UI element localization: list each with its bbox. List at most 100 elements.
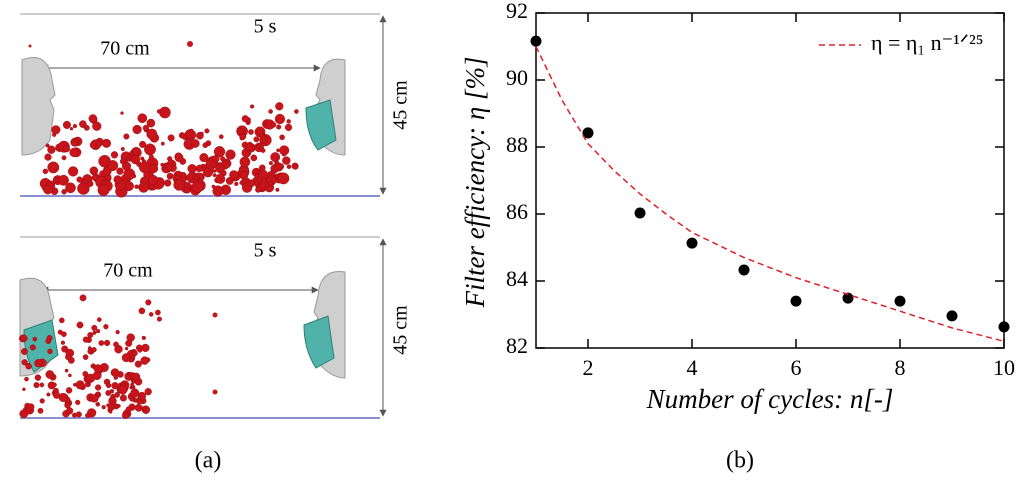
x-axis-label: Number of cycles: n[-] (646, 384, 894, 414)
particle (47, 161, 60, 174)
particle (131, 147, 139, 155)
particle (34, 359, 43, 368)
particle (51, 125, 61, 135)
data-point (582, 127, 594, 139)
particle (139, 140, 147, 148)
particle (121, 353, 131, 363)
particle (116, 167, 124, 175)
particle (274, 113, 286, 125)
particle (137, 113, 148, 123)
particle (86, 180, 94, 187)
particle (258, 169, 268, 180)
data-point (530, 35, 542, 47)
particle (279, 145, 290, 156)
particle (180, 172, 187, 178)
particle (146, 118, 156, 128)
particle (131, 174, 137, 179)
particle (130, 155, 141, 165)
particle (212, 389, 218, 395)
x-tick-label: 2 (583, 355, 594, 380)
particle (33, 382, 40, 389)
particle (65, 182, 76, 194)
data-point (842, 292, 854, 304)
particle (256, 143, 261, 149)
x-tick-label: 10 (993, 355, 1015, 380)
particle (123, 133, 130, 140)
particle (68, 373, 72, 378)
mask (303, 315, 335, 369)
particle (212, 312, 218, 318)
particle (45, 370, 55, 379)
particle (65, 354, 72, 361)
panel-b: Number of cycles: n[-] Filter efficiency… (460, 0, 1015, 474)
distance-label: 70 cm (103, 260, 153, 282)
particle (101, 138, 111, 148)
particle (134, 403, 143, 412)
y-tick-label: 84 (506, 266, 528, 291)
particle (164, 179, 172, 187)
particle (110, 368, 120, 377)
particle (268, 181, 273, 186)
particle (79, 120, 87, 128)
particle (87, 332, 94, 339)
x-tick-label: 4 (687, 355, 698, 380)
particle (225, 176, 234, 185)
particle (95, 401, 101, 407)
particle (89, 166, 99, 176)
particle (132, 124, 142, 135)
particle (21, 359, 28, 366)
y-tick-label: 82 (506, 333, 528, 358)
particle (212, 169, 217, 173)
particle (148, 175, 159, 186)
particle (182, 134, 188, 141)
particle (173, 179, 185, 191)
particle (141, 335, 146, 340)
particle (39, 398, 45, 404)
particle (97, 184, 110, 197)
particle (191, 180, 204, 193)
x-tick-label: 6 (791, 355, 802, 380)
particle (225, 149, 236, 160)
particle (109, 389, 115, 394)
particle (59, 317, 65, 324)
particle (61, 155, 67, 161)
particle (27, 403, 35, 411)
particle (91, 324, 98, 331)
particle (144, 388, 152, 396)
particle (52, 176, 60, 184)
particle (77, 182, 90, 195)
particle (134, 360, 142, 368)
particle (92, 330, 97, 335)
particle (286, 119, 291, 124)
particle (211, 154, 220, 163)
particle (52, 391, 61, 399)
particle (268, 109, 273, 114)
particle (69, 126, 74, 131)
particle (116, 403, 121, 408)
particle (47, 145, 56, 154)
particle (245, 143, 253, 152)
particle (82, 336, 90, 343)
particle (76, 176, 83, 183)
particle (148, 154, 154, 160)
particle (79, 294, 87, 302)
y-tick-label: 88 (506, 132, 528, 157)
particle (213, 146, 226, 158)
particle (20, 348, 28, 355)
particle (72, 123, 77, 129)
particle (119, 394, 127, 402)
particle (67, 166, 79, 177)
particle (148, 164, 159, 174)
particle (156, 109, 162, 114)
particle (275, 187, 280, 192)
y-tick-label: 92 (506, 0, 528, 23)
particle (253, 136, 260, 143)
particle (294, 109, 299, 114)
particle (121, 411, 129, 419)
particle (63, 145, 71, 153)
height-label: 45 cm (390, 305, 412, 355)
particle (47, 348, 53, 355)
particle (29, 344, 36, 351)
